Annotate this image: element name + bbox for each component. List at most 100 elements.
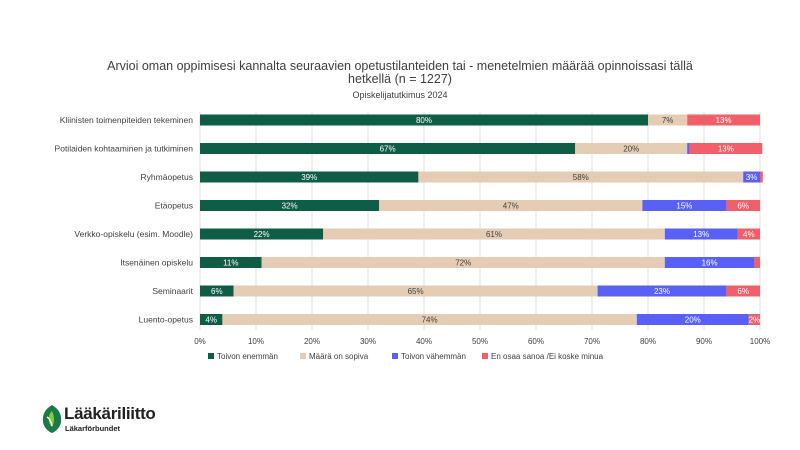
bar-segment <box>726 285 760 297</box>
category-labels: Kliinisten toimenpiteiden tekeminen Potil… <box>55 115 194 325</box>
bar-segment <box>323 228 665 240</box>
bar-segment <box>200 171 419 183</box>
bar-segment <box>233 285 598 297</box>
category-label: Kliinisten toimenpiteiden tekeminen <box>60 115 194 125</box>
category-label: Verkko-opiskelu (esim. Moodle) <box>74 229 193 239</box>
chart-title-line: hetkellä (n = 1227) <box>348 72 452 86</box>
data-label: 6% <box>737 202 749 211</box>
data-label: 67% <box>380 145 396 154</box>
bar-segment <box>597 285 727 297</box>
bar-segment <box>743 171 760 183</box>
stacked-bar-chart: Arvioi oman oppimisesi kannalta seuraavi… <box>55 59 771 361</box>
legend-swatch <box>392 353 398 359</box>
x-tick-label: 60% <box>528 337 544 346</box>
data-label: 23% <box>654 287 670 296</box>
x-tick-label: 90% <box>696 337 712 346</box>
bar-segment <box>200 285 234 297</box>
data-label: 39% <box>301 173 317 182</box>
bar-segment <box>687 143 690 154</box>
data-label: 72% <box>455 259 471 268</box>
category-label: Seminaarit <box>152 286 193 296</box>
legend-swatch <box>482 353 488 359</box>
chart-subtitle: Opiskelijatutkimus 2024 <box>352 90 447 100</box>
bar-segment <box>200 228 324 240</box>
logo-name: Lääkäriliitto <box>64 404 156 423</box>
bar-segment <box>200 314 223 325</box>
legend-label: Toivon vähemmän <box>401 352 466 361</box>
data-label: 2% <box>749 316 761 325</box>
data-label: 74% <box>422 316 438 325</box>
bar-segment <box>664 228 738 240</box>
bar-segment <box>261 257 665 268</box>
legend-swatch <box>208 353 214 359</box>
bar-segment <box>726 200 760 211</box>
bars: 80% 7% 13% 67% 20% 13% 39% 58% 3% 32% 47% 15% 6% 22% 6… <box>200 114 763 325</box>
bar-segment <box>664 257 755 268</box>
data-label: 13% <box>716 116 732 125</box>
legend-item: Määrä on sopiva <box>300 352 369 361</box>
data-label: 15% <box>676 202 692 211</box>
data-label: 4% <box>743 230 755 239</box>
x-tick-label: 100% <box>750 337 770 346</box>
data-label: 4% <box>205 316 217 325</box>
data-label: 61% <box>486 230 502 239</box>
x-tick-label: 40% <box>416 337 432 346</box>
data-label: 3% <box>746 173 758 182</box>
data-label: 47% <box>503 202 519 211</box>
data-label: 80% <box>416 116 432 125</box>
category-label: Etäopetus <box>155 201 193 211</box>
data-label: 32% <box>282 202 298 211</box>
x-axis-tick-labels: 0% 10% 20% 30% 40% 50% 60% 70% 80% 90% 100% <box>194 337 770 346</box>
bar-segment <box>687 114 760 126</box>
data-label: 7% <box>662 116 674 125</box>
legend-label: En osaa sanoa /Ei koske minua <box>491 352 604 361</box>
x-tick-label: 0% <box>194 337 206 346</box>
bar-segment <box>200 114 648 126</box>
bar-segment <box>748 314 760 325</box>
data-label: 16% <box>702 259 718 268</box>
bar-segment <box>200 143 576 154</box>
bar-segment <box>379 200 643 211</box>
data-label: 22% <box>254 230 270 239</box>
bar-segment <box>754 257 760 268</box>
x-tick-label: 50% <box>472 337 488 346</box>
lakariliitto-logo: Lääkäriliitto Läkarförbundet <box>40 404 180 438</box>
bar-segment <box>200 200 380 211</box>
data-label: 20% <box>623 145 639 154</box>
data-label: 11% <box>223 259 238 268</box>
bar-segment <box>689 143 763 154</box>
bar-segment <box>648 114 688 126</box>
bar-segment <box>222 314 637 325</box>
data-label: 20% <box>685 316 701 325</box>
data-label: 6% <box>737 287 749 296</box>
legend-item: Toivon enemmän <box>208 352 278 361</box>
bar-segment <box>200 257 262 268</box>
x-tick-label: 70% <box>584 337 600 346</box>
bar-segment <box>642 200 727 211</box>
x-tick-label: 20% <box>304 337 320 346</box>
logo-leaf-icon <box>42 405 62 433</box>
legend-label: Toivon enemmän <box>217 352 278 361</box>
x-tick-label: 80% <box>640 337 656 346</box>
data-label: 65% <box>408 287 424 296</box>
data-label: 13% <box>718 145 734 154</box>
bar-segment <box>737 228 760 240</box>
bar-segment <box>575 143 688 154</box>
legend: Toivon enemmän Määrä on sopiva Toivon vähe… <box>208 352 604 361</box>
logo-subtitle: Läkarförbundet <box>65 424 121 433</box>
x-tick-label: 10% <box>248 337 264 346</box>
data-label: 13% <box>693 230 709 239</box>
legend-label: Määrä on sopiva <box>309 352 369 361</box>
legend-item: En osaa sanoa /Ei koske minua <box>482 352 604 361</box>
data-label: 6% <box>211 287 223 296</box>
x-tick-label: 30% <box>360 337 376 346</box>
chart-title: Arvioi oman oppimisesi kannalta seuraavi… <box>107 59 693 100</box>
category-label: Itsenäinen opiskelu <box>120 258 193 268</box>
chart-title-line: Arvioi oman oppimisesi kannalta seuraavi… <box>107 59 693 73</box>
legend-swatch <box>300 353 306 359</box>
legend-item: Toivon vähemmän <box>392 352 466 361</box>
bar-segment <box>636 314 749 325</box>
category-label: Ryhmäopetus <box>141 172 193 182</box>
data-label: 58% <box>573 173 589 182</box>
bar-segment <box>418 171 744 183</box>
